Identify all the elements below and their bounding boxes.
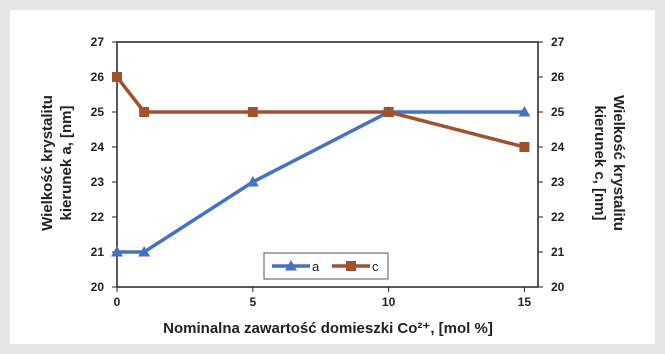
right-y-tick-label: 20 [551,280,565,294]
data-point-c [383,107,394,117]
left-y-tick-label: 25 [91,105,105,119]
left-y-tick-label: 22 [91,210,105,224]
data-point-a [138,246,151,257]
right-y-tick-label: 27 [551,35,565,49]
left-y-tick-label: 24 [91,140,105,154]
data-point-c [112,72,122,82]
right-y-tick-label: 26 [551,70,565,84]
chart-frame: 20 21 22 23 24 25 26 27 20 21 22 23 24 25 26 27 0 5 10 15 a… [10,10,655,344]
series-c [112,72,530,152]
left-y-tick-label: 20 [91,280,105,294]
chart: 20 21 22 23 24 25 26 27 20 21 22 23 24 25 26 27 0 5 10 15 a… [39,35,627,337]
data-point-c [139,107,150,117]
right-y-tick-label: 21 [551,245,565,259]
axes [112,41,543,292]
left-y-tick-label: 27 [91,35,105,49]
left-y-tick-label: 26 [91,70,105,84]
right-y-tick-label: 25 [551,105,565,119]
x-tick-label: 5 [249,295,256,309]
legend-swatch-marker [285,260,297,271]
right-y-tick-label: 22 [551,210,565,224]
series-layer [111,72,531,257]
data-point-c [519,142,530,152]
x-tick-label: 15 [518,295,532,309]
plot-area-border [116,41,539,288]
legend-item-c: c [332,259,379,274]
left-y-tick-label: 23 [91,175,105,189]
legend-item-a: a [272,259,320,274]
legend-label: c [372,259,379,274]
data-point-a [246,176,259,187]
legend-label: a [312,259,320,274]
axis-titles: Nominalna zawartość domieszki Co²⁺, [mol… [39,95,627,337]
x-tick-label: 0 [114,295,121,309]
data-point-a [111,246,123,257]
right-y-tick-label: 24 [551,140,565,154]
right-y-tick-label: 23 [551,175,565,189]
x-axis-title: Nominalna zawartość domieszki Co²⁺, [mol… [163,320,493,337]
right-axis-title-line-2: kierunek c, [nm] [591,105,608,220]
series-a [111,106,531,257]
legend-swatch-marker [346,261,356,271]
data-point-a [518,106,531,117]
tick-labels: 20 21 22 23 24 25 26 27 20 21 22 23 24 25 26 27 0 5 10 15 [91,35,565,309]
left-axis-title-line-2: kierunek a, [nm] [58,105,75,220]
right-axis-title-line-1: Wielkość krystalitu [610,95,627,231]
left-y-tick-label: 21 [91,245,105,259]
data-point-c [247,107,258,117]
x-tick-label: 10 [382,295,396,309]
left-axis-title-line-1: Wielkość krystalitu [39,95,56,231]
